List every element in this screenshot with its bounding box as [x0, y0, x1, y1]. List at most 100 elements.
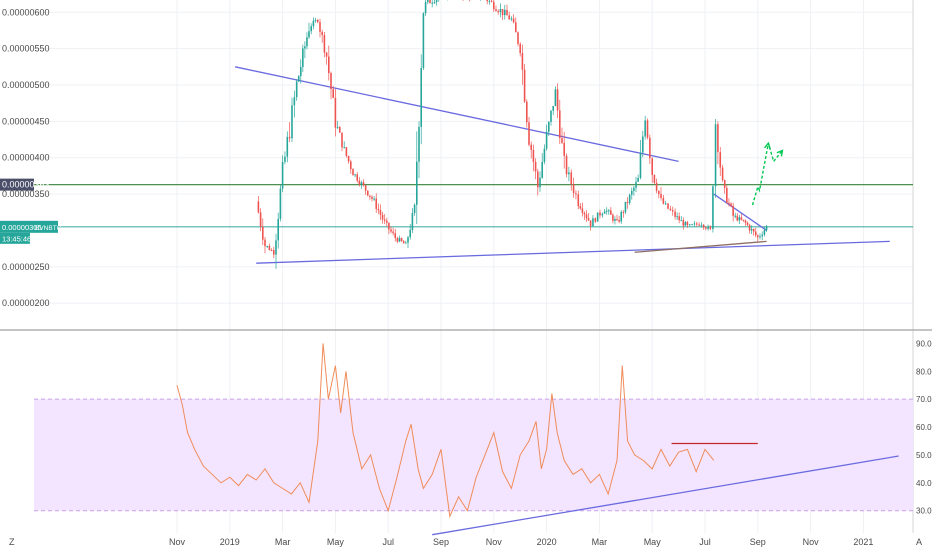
rsi-axis[interactable]: 90.00 80.00 70.00 60.00 50.00 40.00 30.00 — [916, 339, 932, 515]
candle-body — [744, 220, 747, 223]
candle-body — [284, 156, 286, 162]
candle-body — [721, 167, 724, 181]
candle-body — [418, 126, 420, 162]
time-axis-tick-label: Nov — [486, 537, 503, 547]
candle-body — [734, 215, 737, 217]
candle-body — [345, 147, 348, 156]
candle-body — [530, 144, 532, 150]
candle-body — [583, 212, 586, 215]
candle-body — [705, 227, 707, 229]
candle-body — [523, 69, 526, 102]
candle-body — [596, 212, 599, 222]
candle-body — [712, 186, 714, 230]
candle-body — [601, 213, 604, 216]
candle-body — [644, 120, 646, 137]
candle-body — [695, 223, 698, 225]
candle-body — [279, 188, 282, 219]
candle-body — [577, 194, 580, 207]
candle-body — [299, 67, 302, 77]
candle-body — [603, 211, 606, 214]
time-axis-tick-label: Nov — [169, 537, 186, 547]
candle-body — [552, 106, 554, 111]
candle-body — [362, 182, 365, 186]
candle-body — [763, 230, 766, 235]
candle-body — [563, 142, 565, 156]
price-trend-line — [634, 240, 767, 253]
candle-body — [635, 181, 637, 188]
time-axis-tick-label: 2020 — [537, 537, 557, 547]
candle-body — [508, 15, 510, 20]
candle-body — [550, 110, 552, 122]
candle-body — [612, 214, 614, 221]
rsi-band — [34, 399, 913, 511]
candle-body — [286, 136, 289, 157]
candle-body — [411, 212, 414, 230]
price-axis-tick-label: 0.00000450 — [2, 116, 50, 126]
candle-body — [651, 158, 653, 175]
candle-body — [575, 193, 577, 195]
rsi-axis-tick-label: 90.00 — [916, 339, 932, 348]
candle-body — [490, 0, 493, 2]
candle-body — [565, 155, 568, 175]
candle-body — [358, 180, 361, 185]
candle-body — [587, 218, 590, 221]
candle-body — [521, 53, 524, 70]
candle-body — [400, 238, 403, 242]
price-trend-line — [713, 193, 767, 231]
price-axis-tick-label: 0.00000600 — [2, 7, 50, 17]
candle-body — [740, 217, 743, 220]
symbol-label: BVNBTC — [35, 225, 62, 232]
candle-body — [402, 241, 405, 244]
price-axis-tick-label: 0.00000400 — [2, 153, 50, 163]
time-axis[interactable]: Nov 2019 Mar May Jul Sep Nov 2020 Mar May Jul Sep No… — [169, 537, 873, 547]
price-pane-background — [0, 0, 932, 330]
time-axis-tick-label: Jul — [699, 537, 711, 547]
time-axis-tick-label: May — [327, 537, 345, 547]
candle-body — [709, 226, 712, 230]
candle-body — [759, 236, 761, 238]
candle-body — [281, 161, 284, 189]
time-axis-tick-label: Mar — [275, 537, 291, 547]
candle-body — [486, 0, 488, 2]
candle-body — [752, 229, 755, 232]
candle-body — [728, 202, 730, 204]
candle-body — [392, 231, 394, 234]
candle-body — [364, 185, 367, 191]
candle-body — [495, 9, 497, 12]
rsi-axis-tick-label: 80.00 — [916, 367, 932, 376]
candle-body — [293, 97, 296, 106]
candle-body — [667, 203, 669, 209]
candle-body — [561, 138, 563, 143]
candle-body — [646, 120, 649, 138]
footer-left-label[interactable]: Z — [9, 537, 15, 547]
price-trend-line — [234, 66, 679, 162]
projection-arrowhead — [776, 149, 784, 157]
candle-body — [750, 229, 753, 231]
candle-body — [622, 211, 625, 213]
candle-body — [515, 22, 517, 33]
candle-body — [257, 201, 260, 213]
price-axis[interactable]: 0.00000600 0.00000550 0.00000500 0.00000450… — [2, 7, 50, 308]
candle-body — [390, 229, 392, 232]
candle-body — [742, 219, 745, 221]
candle-body — [592, 218, 594, 227]
candle-body — [385, 220, 388, 223]
footer-right-label[interactable]: A — [916, 537, 922, 547]
candle-body — [682, 220, 685, 226]
candle-body — [383, 219, 386, 221]
candle-body — [662, 197, 665, 204]
candle-body — [354, 174, 356, 176]
time-axis-tick-label: Mar — [592, 537, 608, 547]
candle-body — [754, 231, 757, 236]
candle-body — [526, 101, 528, 123]
candle-body — [360, 182, 363, 185]
candle-body — [427, 0, 429, 3]
candle-body — [579, 206, 582, 209]
candle-body — [377, 208, 380, 211]
rsi-axis-tick-label: 60.00 — [916, 423, 932, 432]
candle-body — [702, 224, 705, 228]
candle-body — [664, 203, 667, 205]
candle-body — [532, 149, 535, 162]
